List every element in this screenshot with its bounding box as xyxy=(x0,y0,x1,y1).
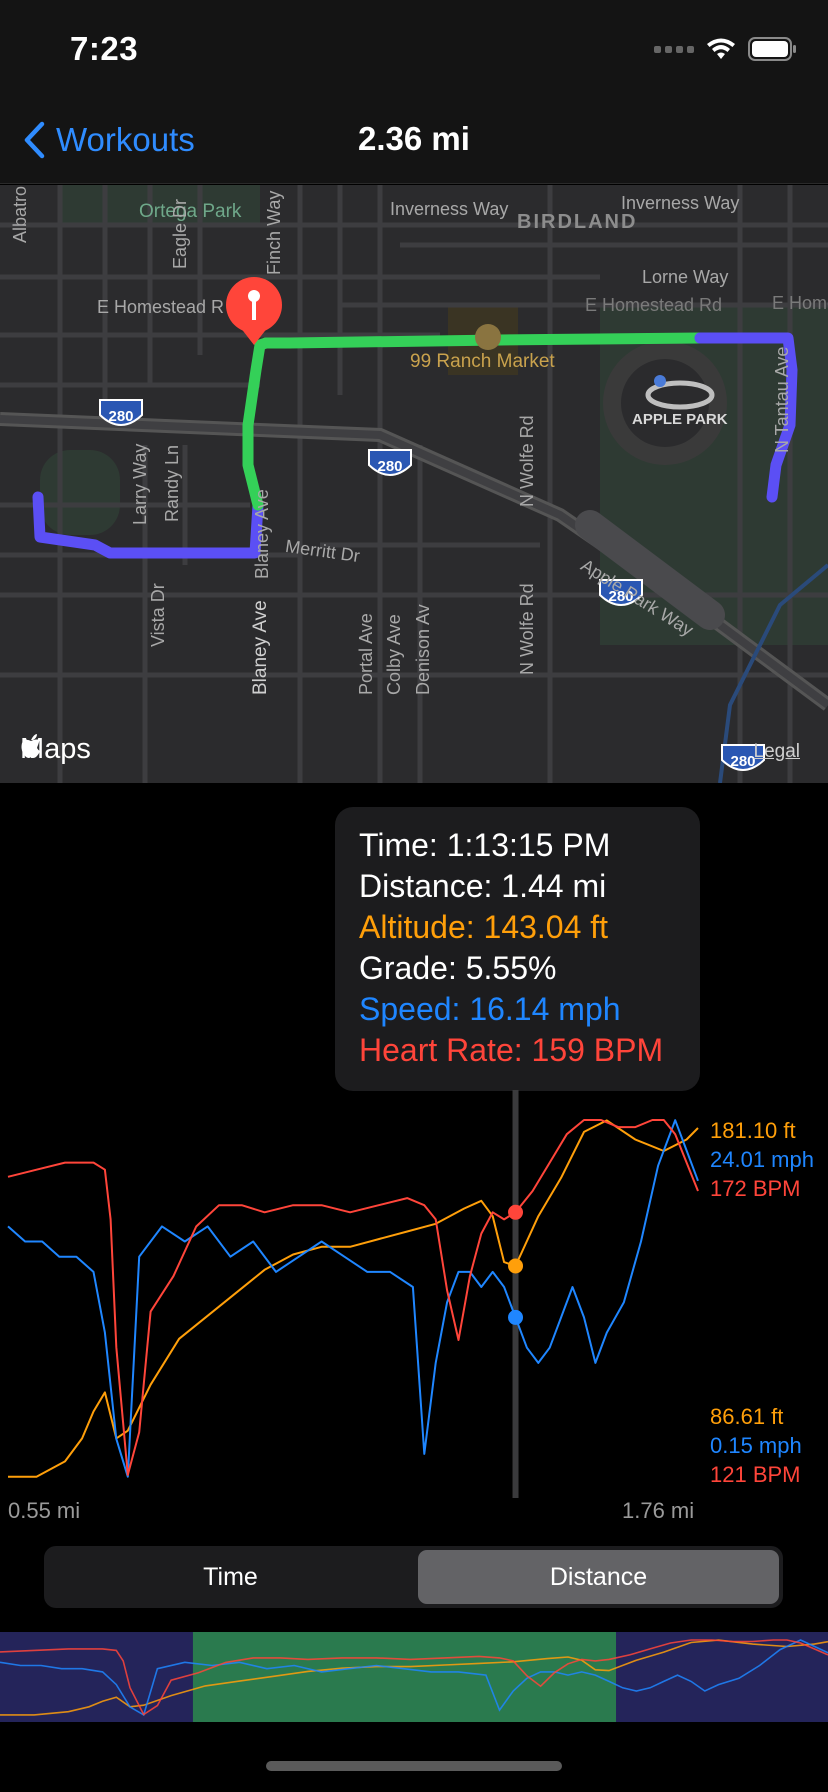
map-label-e-homestead: E Homestead R xyxy=(97,297,225,317)
overview-heart-rate-line xyxy=(0,1639,828,1716)
svg-text:280: 280 xyxy=(108,408,133,425)
map-label-inverness-way: Inverness Way xyxy=(390,199,509,219)
speed-series-line xyxy=(7,1119,699,1478)
status-bar: 7:23 xyxy=(0,0,828,100)
altitude-min-label: 86.61 ft xyxy=(710,1404,784,1429)
interstate-shield-icon: 280 xyxy=(99,399,143,426)
map-label-inverness-way-2: Inverness Way xyxy=(621,193,740,213)
apple-logo-icon xyxy=(21,734,40,758)
workout-chart[interactable] xyxy=(0,1090,828,1510)
svg-text:280: 280 xyxy=(377,458,402,475)
battery-icon xyxy=(748,37,796,61)
map-label-portal-ave: Portal Ave xyxy=(356,613,376,695)
tooltip-altitude: Altitude: 143.04 ft xyxy=(359,909,609,945)
map-label-lorne-way: Lorne Way xyxy=(642,267,729,287)
speed-max-label: 24.01 mph xyxy=(710,1147,814,1172)
heart-rate-min-label: 121 BPM xyxy=(710,1462,801,1487)
axis-mode-segmented-control: Time Distance xyxy=(44,1546,783,1608)
overview-altitude-line xyxy=(0,1639,828,1716)
altitude-max-label: 181.10 ft xyxy=(710,1118,796,1143)
map-label-blaney-ave: Blaney Ave xyxy=(252,489,272,579)
tooltip-time: Time: 1:13:15 PM xyxy=(359,827,611,863)
tooltip-grade: Grade: 5.55% xyxy=(359,950,557,986)
start-pin-icon xyxy=(226,277,282,345)
route-map[interactable]: 280 280 280 280 Ortega Park Inverness Wa… xyxy=(0,185,828,783)
data-tooltip: Time: 1:13:15 PM Distance: 1.44 mi Altit… xyxy=(335,807,700,1091)
overview-scrubber[interactable] xyxy=(0,1632,828,1722)
map-label-e-homestead-2: E Homestead Rd xyxy=(585,295,723,315)
tooltip-speed: Speed: 16.14 mph xyxy=(359,991,621,1027)
heart-rate-max-label: 172 BPM xyxy=(710,1176,801,1201)
map-label-colby-ave: Colby Ave xyxy=(384,614,404,695)
svg-text:280: 280 xyxy=(730,753,755,770)
x-axis-max-label: 1.76 mi xyxy=(622,1498,695,1523)
page-title: 2.36 mi xyxy=(358,120,470,157)
home-indicator xyxy=(266,1761,562,1771)
map-label-randy-ln: Randy Ln xyxy=(162,444,182,522)
svg-text:280: 280 xyxy=(608,588,633,605)
overview-selection[interactable] xyxy=(192,1632,617,1722)
map-label-99-ranch-market: 99 Ranch Market xyxy=(410,351,555,372)
tooltip-heart-rate: Heart Rate: 159 BPM xyxy=(359,1032,664,1068)
status-time: 7:23 xyxy=(70,30,139,67)
cellular-signal-icon xyxy=(654,45,694,53)
back-button-label: Workouts xyxy=(56,121,195,158)
overview-speed-line xyxy=(0,1639,828,1717)
map-label-eagle-dr: Eagle Dr xyxy=(170,198,190,269)
map-label-n-tantau-ave: N Tantau Ave xyxy=(772,346,792,453)
back-button[interactable]: Workouts xyxy=(22,118,195,162)
heart-rate-cursor-point xyxy=(508,1204,524,1220)
speed-cursor-point xyxy=(508,1309,524,1325)
tooltip-distance: Distance: 1.44 mi xyxy=(359,868,607,904)
map-label-n-wolfe-rd: N Wolfe Rd xyxy=(517,415,537,507)
map-label-apple-park: APPLE PARK xyxy=(632,411,728,428)
map-label-albatross: Albatro xyxy=(10,185,30,243)
map-label-ortega-park: Ortega Park xyxy=(139,201,242,222)
maps-logo: Maps xyxy=(20,733,91,766)
map-canvas: 280 280 280 280 xyxy=(0,185,828,783)
map-label-birdland: BIRDLAND xyxy=(517,211,638,233)
chevron-left-icon xyxy=(24,121,45,159)
altitude-cursor-point xyxy=(508,1258,524,1274)
heart-rate-series-line xyxy=(7,1119,699,1476)
x-axis-min-label: 0.55 mi xyxy=(8,1498,81,1523)
map-label-blaney-ave-2: Blaney Ave xyxy=(250,600,271,695)
navigation-bar: Workouts 2.36 mi xyxy=(0,100,828,184)
map-label-vista-dr: Vista Dr xyxy=(148,583,168,647)
map-label-n-wolfe-rd-2: N Wolfe Rd xyxy=(517,583,537,675)
map-label-e-homestead-3: E Homes xyxy=(772,293,828,313)
map-label-larry-way: Larry Way xyxy=(130,443,150,525)
altitude-series-line xyxy=(8,1119,699,1478)
legal-link[interactable]: Legal xyxy=(753,741,801,762)
speed-min-label: 0.15 mph xyxy=(710,1433,802,1458)
map-label-denison-ave: Denison Av xyxy=(413,604,433,695)
segment-distance[interactable]: Distance xyxy=(418,1550,779,1604)
wifi-icon xyxy=(707,38,735,59)
map-label-finch-way: Finch Way xyxy=(264,190,284,275)
segment-time[interactable]: Time xyxy=(203,1562,258,1591)
status-icons xyxy=(654,34,798,64)
